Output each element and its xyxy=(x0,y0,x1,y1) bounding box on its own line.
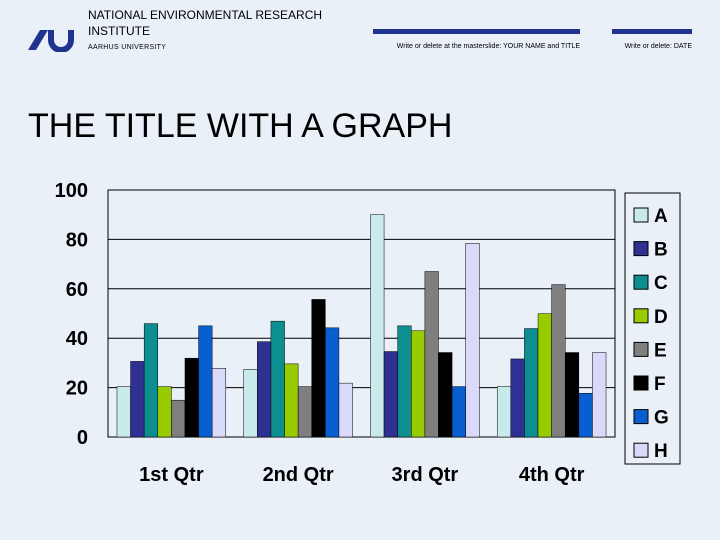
bar xyxy=(397,325,412,438)
bar xyxy=(311,299,326,438)
x-tick-label: 2nd Qtr xyxy=(263,464,334,486)
legend-box xyxy=(624,192,681,465)
legend-label: C xyxy=(654,273,668,294)
bar xyxy=(537,313,552,438)
bar xyxy=(578,393,593,438)
bar xyxy=(243,369,258,438)
bar xyxy=(592,352,607,438)
bar xyxy=(465,243,480,438)
bar xyxy=(383,351,398,438)
y-tick-label: 20 xyxy=(66,378,88,400)
legend-label: F xyxy=(654,374,666,395)
bar xyxy=(424,271,439,438)
legend-label: E xyxy=(654,340,667,361)
bar xyxy=(438,352,453,438)
bar xyxy=(257,341,272,438)
bar xyxy=(284,363,299,438)
legend-label: B xyxy=(654,240,668,261)
bar xyxy=(198,325,213,438)
university-name: AARHUS UNIVERSITY xyxy=(88,44,167,51)
name-title-placeholder: Write or delete at the masterslide: YOUR… xyxy=(396,43,580,50)
legend-label: D xyxy=(654,307,668,328)
legend-label: G xyxy=(654,408,669,429)
x-tick-label: 4th Qtr xyxy=(519,464,585,486)
legend-swatch xyxy=(633,375,649,391)
date-divider-bar xyxy=(612,29,692,34)
legend-swatch xyxy=(633,241,649,257)
legend-swatch xyxy=(633,308,649,324)
bar xyxy=(130,361,145,438)
slide-title: THE TITLE WITH A GRAPH xyxy=(28,107,453,145)
aarhus-university-logo-icon xyxy=(28,30,74,52)
bar xyxy=(551,284,566,438)
name-divider-bar xyxy=(373,29,580,34)
y-tick-label: 60 xyxy=(66,279,88,301)
legend-label: A xyxy=(654,206,668,227)
bar xyxy=(143,323,159,438)
bar xyxy=(270,320,285,438)
legend-swatch xyxy=(633,341,649,357)
legend-label: H xyxy=(654,441,668,462)
date-placeholder: Write or delete: DATE xyxy=(624,43,692,50)
bar xyxy=(411,330,426,438)
x-tick-label: 1st Qtr xyxy=(139,464,204,486)
bar xyxy=(370,214,385,438)
bar xyxy=(297,386,312,438)
bar xyxy=(564,352,580,438)
bar xyxy=(325,327,340,438)
legend-swatch xyxy=(633,442,649,458)
bar xyxy=(184,357,199,438)
x-tick-label: 3rd Qtr xyxy=(392,464,459,486)
institute-name: NATIONAL ENVIRONMENTAL RESEARCH INSTITUT… xyxy=(88,8,323,38)
bar xyxy=(510,358,525,438)
y-tick-label: 80 xyxy=(66,229,88,251)
legend-swatch xyxy=(633,409,649,425)
bar xyxy=(496,386,512,438)
y-tick-label: 100 xyxy=(55,180,88,202)
bar xyxy=(338,382,353,438)
legend-swatch xyxy=(633,207,649,223)
y-tick-label: 0 xyxy=(77,427,88,449)
bar xyxy=(157,386,172,438)
bar xyxy=(211,368,227,438)
bar xyxy=(451,386,466,438)
bar xyxy=(524,328,539,438)
legend-swatch xyxy=(633,274,649,290)
bar xyxy=(171,399,186,438)
y-tick-label: 40 xyxy=(66,328,88,350)
bar xyxy=(116,386,131,438)
